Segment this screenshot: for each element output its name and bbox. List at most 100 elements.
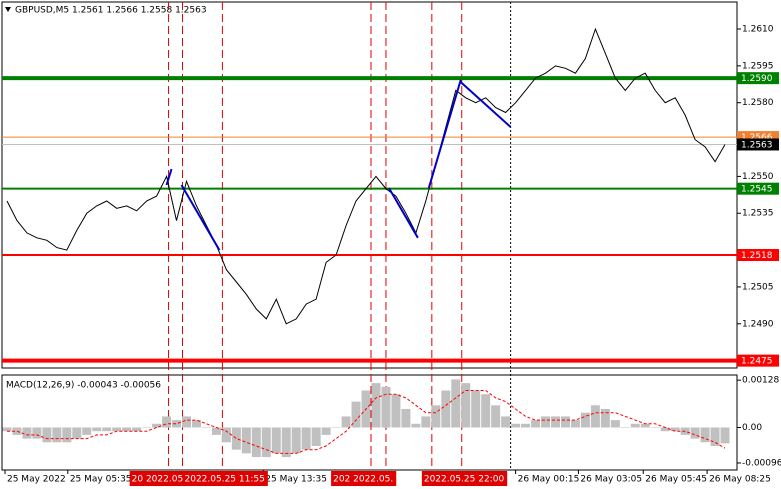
macd-bar: [351, 401, 361, 428]
x-marker-box: [331, 471, 397, 486]
y-tick-label: 1.2595: [742, 61, 774, 71]
macd-bar: [521, 423, 531, 428]
trend-line: [165, 168, 173, 186]
x-tick-label: 25 May 2022: [7, 475, 66, 485]
macd-bar: [411, 423, 421, 428]
chart-title: GBPUSD,M5 1.2561 1.2566 1.2558 1.2563: [15, 6, 207, 16]
macd-bar: [371, 383, 381, 428]
level-label-box: [737, 249, 779, 262]
macd-bar: [22, 427, 32, 439]
macd-bar: [620, 427, 630, 428]
level-label: 1.2566: [741, 133, 773, 143]
price-line: [6, 27, 726, 325]
macd-bar: [570, 420, 580, 428]
y-tick-label: 1.2580: [742, 98, 774, 108]
macd-bar: [2, 427, 12, 432]
level-label: 1.2518: [741, 251, 773, 261]
macd-bar: [142, 427, 152, 428]
level-label: 1.2563: [741, 140, 773, 150]
macd-bar: [441, 390, 451, 428]
macd-bar: [291, 427, 301, 454]
macd-bar: [152, 423, 162, 428]
x-marker-label: 2022.05.25 11:55: [185, 475, 265, 485]
macd-bar: [720, 427, 730, 444]
macd-bar: [610, 420, 620, 428]
macd-bar: [471, 390, 481, 428]
macd-bar: [670, 427, 680, 432]
macd-bar: [251, 427, 261, 458]
y-tick-label: 1.2505: [742, 282, 774, 292]
macd-bar: [431, 405, 441, 428]
macd-bar: [52, 427, 62, 443]
macd-bar: [331, 427, 341, 428]
level-label-box: [737, 354, 779, 367]
macd-bar: [221, 427, 231, 443]
macd-bar: [660, 427, 670, 432]
macd-bar: [231, 427, 241, 450]
macd-bar: [211, 427, 221, 435]
x-marker-label: 202 2022.05.: [333, 475, 393, 485]
macd-bar: [690, 427, 700, 439]
trend-line: [460, 81, 512, 128]
macd-bar: [630, 423, 640, 428]
macd-bar: [271, 427, 281, 454]
level-label-box: [737, 72, 779, 85]
macd-bar: [501, 416, 511, 428]
macd-bar: [640, 423, 650, 428]
macd-bar: [560, 416, 570, 428]
y-tick-label: 1.2535: [742, 209, 774, 219]
signal-line: [7, 390, 726, 454]
x-marker-box: [129, 471, 187, 486]
macd-bar: [650, 427, 660, 428]
macd-bar: [321, 427, 331, 435]
y-tick-label: -0.00096: [742, 458, 781, 468]
x-marker-box: [421, 471, 508, 486]
macd-bar: [381, 386, 391, 428]
macd-bar: [541, 416, 551, 428]
macd-bar: [550, 416, 560, 428]
x-tick-label: 26 May 05:45: [645, 475, 707, 485]
macd-bar: [511, 423, 521, 428]
macd-bar: [311, 427, 321, 446]
x-tick-label: 26 May 08:25: [709, 475, 771, 485]
macd-bar: [261, 427, 271, 458]
macd-bar: [181, 416, 191, 428]
macd-bar: [132, 427, 142, 432]
macd-title: MACD(12,26,9) -0.00043 -0.00056: [6, 381, 161, 391]
macd-bar: [82, 427, 92, 435]
x-tick-label: 25 May 13:35: [265, 475, 327, 485]
macd-bar: [32, 427, 42, 439]
macd-bar: [172, 420, 182, 428]
macd-bar: [451, 379, 461, 428]
macd-bar: [710, 427, 720, 446]
y-tick-label: 1.2610: [742, 25, 774, 35]
x-tick-label: 26 May 00:15: [518, 475, 580, 485]
y-tick-label: 1.2550: [742, 172, 774, 182]
macd-bar: [201, 427, 211, 428]
macd-bar: [301, 427, 311, 450]
macd-bar: [391, 394, 401, 428]
macd-bar: [42, 427, 52, 443]
y-tick-label: 0.00: [742, 423, 762, 433]
macd-bar: [102, 427, 112, 432]
macd-bar: [600, 409, 610, 428]
macd-bar: [481, 394, 491, 428]
level-label: 1.2475: [741, 357, 773, 367]
y-tick-label: 1.2490: [742, 319, 774, 329]
y-tick-label: 0.00128: [742, 376, 779, 386]
macd-bar: [401, 409, 411, 428]
macd-bar: [491, 405, 501, 428]
macd-bar: [241, 427, 251, 454]
trend-line: [427, 79, 462, 189]
macd-bar: [72, 427, 82, 439]
macd-bar: [590, 405, 600, 428]
macd-panel: [1, 374, 738, 471]
macd-bar: [531, 420, 541, 428]
level-label-box: [737, 138, 779, 151]
macd-bar: [92, 427, 102, 432]
macd-bar: [281, 427, 291, 458]
macd-bar: [122, 427, 132, 432]
x-marker-box: [182, 471, 268, 486]
